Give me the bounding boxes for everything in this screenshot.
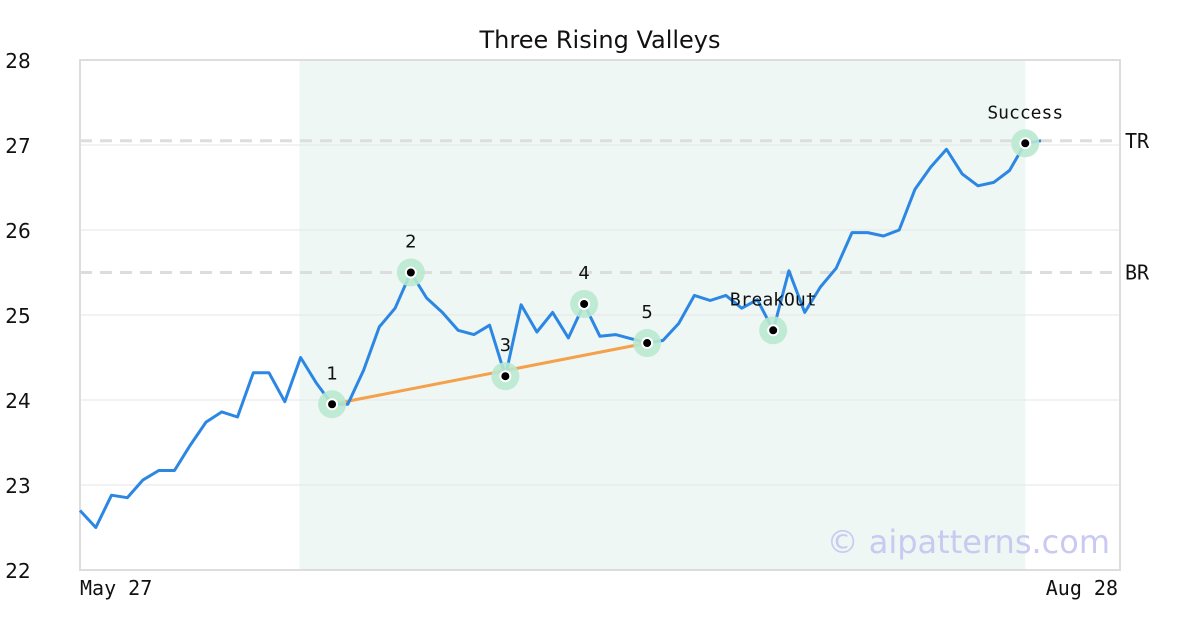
- reference-label: BR: [1125, 261, 1150, 285]
- pattern-point-dot: [641, 337, 654, 350]
- y-tick-label: 24: [5, 389, 30, 413]
- price-line: [78, 139, 1042, 529]
- y-tick-label: 27: [5, 134, 30, 158]
- y-tick-label: 28: [5, 49, 30, 73]
- watermark: © aipatterns.com: [827, 523, 1110, 561]
- pattern-point-label: 4: [578, 263, 589, 284]
- y-tick-label: 26: [5, 219, 30, 243]
- pattern-point-label: BreakOut: [730, 289, 817, 310]
- pattern-point-dot: [404, 266, 417, 279]
- y-tick-label: 25: [5, 304, 30, 328]
- x-tick-label: Aug 28: [1046, 576, 1118, 600]
- pattern-point-label: Success: [987, 102, 1063, 123]
- pattern-point-dot: [499, 370, 512, 383]
- x-tick-label: May 27: [80, 576, 152, 600]
- y-tick-label: 22: [5, 559, 30, 583]
- pattern-point-dot: [578, 297, 591, 310]
- plot-frame: [79, 59, 1121, 571]
- pattern-point-dot: [767, 324, 780, 337]
- pattern-point-label: 3: [500, 335, 511, 356]
- trend-line: [331, 341, 648, 406]
- pattern-point-label: 2: [405, 232, 416, 253]
- pattern-point-dot: [326, 398, 339, 411]
- pattern-point-label: 1: [326, 363, 337, 384]
- pattern-point-dot: [1019, 137, 1032, 150]
- reference-label: TR: [1125, 129, 1150, 153]
- y-tick-label: 23: [5, 474, 30, 498]
- pattern-point-label: 5: [641, 302, 652, 323]
- chart-title: Three Rising Valleys: [478, 26, 720, 54]
